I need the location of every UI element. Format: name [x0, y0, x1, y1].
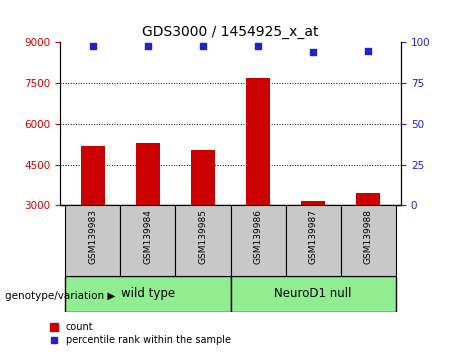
Bar: [301, 201, 325, 287]
Bar: [285, 205, 341, 276]
Text: GSM139985: GSM139985: [199, 209, 207, 264]
Title: GDS3000 / 1454925_x_at: GDS3000 / 1454925_x_at: [142, 25, 319, 39]
Bar: [356, 193, 380, 287]
Bar: [230, 205, 285, 276]
Bar: [246, 78, 271, 287]
Point: [144, 43, 152, 48]
Text: NeuroD1 null: NeuroD1 null: [274, 287, 352, 300]
Bar: [120, 205, 176, 276]
Bar: [65, 276, 230, 312]
Bar: [341, 205, 396, 276]
Text: GSM139983: GSM139983: [89, 209, 97, 264]
Point: [364, 48, 372, 53]
Point: [199, 43, 207, 48]
Point: [254, 43, 262, 48]
Text: wild type: wild type: [121, 287, 175, 300]
Bar: [230, 276, 396, 312]
Bar: [65, 205, 120, 276]
Legend: count, percentile rank within the sample: count, percentile rank within the sample: [47, 319, 235, 349]
Point: [309, 50, 317, 55]
Bar: [136, 143, 160, 287]
Text: GSM139984: GSM139984: [143, 209, 153, 264]
Text: GSM139986: GSM139986: [254, 209, 262, 264]
Bar: [81, 145, 105, 287]
Bar: [190, 150, 215, 287]
Point: [89, 43, 97, 48]
Text: GSM139988: GSM139988: [364, 209, 372, 264]
Text: genotype/variation ▶: genotype/variation ▶: [5, 291, 115, 301]
Bar: [176, 205, 230, 276]
Text: GSM139987: GSM139987: [308, 209, 318, 264]
